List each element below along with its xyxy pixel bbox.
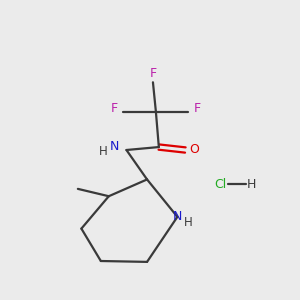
- Text: F: F: [194, 102, 201, 115]
- Text: H: H: [247, 178, 256, 191]
- Text: F: F: [110, 102, 118, 115]
- Text: N: N: [110, 140, 119, 153]
- Text: H: H: [184, 216, 193, 229]
- Text: H: H: [98, 145, 107, 158]
- Text: F: F: [150, 67, 157, 80]
- Text: O: O: [189, 143, 199, 156]
- Text: N: N: [173, 210, 182, 223]
- Text: Cl: Cl: [214, 178, 227, 191]
